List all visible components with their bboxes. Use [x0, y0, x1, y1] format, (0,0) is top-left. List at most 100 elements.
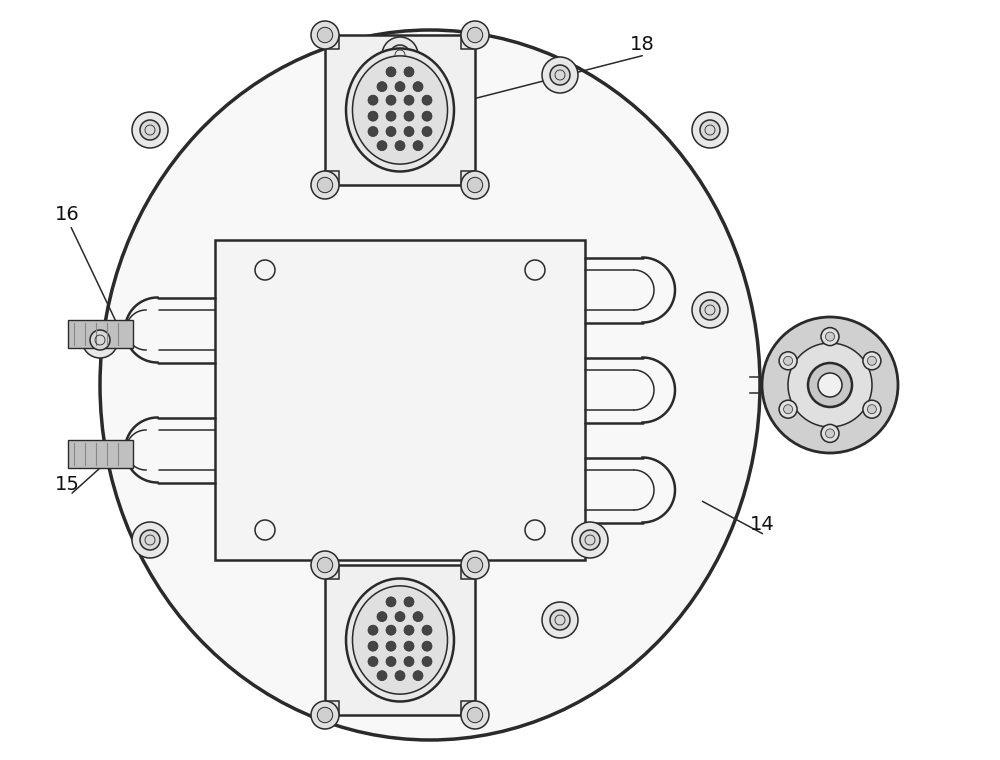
- Text: 15: 15: [55, 475, 80, 494]
- Circle shape: [788, 343, 872, 427]
- Circle shape: [317, 27, 333, 43]
- Text: 16: 16: [55, 205, 80, 224]
- Circle shape: [762, 317, 898, 453]
- Circle shape: [700, 120, 720, 140]
- Circle shape: [818, 373, 842, 397]
- Circle shape: [317, 177, 333, 193]
- Circle shape: [311, 21, 339, 49]
- Ellipse shape: [100, 30, 760, 740]
- Circle shape: [368, 95, 378, 105]
- Circle shape: [867, 356, 876, 366]
- Circle shape: [386, 126, 396, 137]
- Circle shape: [377, 670, 387, 681]
- Circle shape: [779, 352, 797, 370]
- Circle shape: [368, 625, 378, 635]
- Circle shape: [395, 670, 405, 681]
- Circle shape: [413, 81, 423, 92]
- Circle shape: [311, 551, 339, 579]
- Bar: [325, 35, 475, 185]
- Circle shape: [386, 657, 396, 667]
- Circle shape: [368, 641, 378, 651]
- Bar: [461, 701, 475, 715]
- Circle shape: [461, 551, 489, 579]
- Circle shape: [311, 171, 339, 199]
- Bar: [325, 701, 339, 715]
- Circle shape: [422, 111, 432, 121]
- Circle shape: [132, 522, 168, 558]
- Circle shape: [779, 401, 797, 418]
- Circle shape: [404, 67, 414, 77]
- Bar: [461, 171, 475, 185]
- Circle shape: [808, 363, 852, 407]
- Circle shape: [467, 177, 483, 193]
- Circle shape: [132, 112, 168, 148]
- Circle shape: [82, 322, 118, 358]
- Circle shape: [692, 292, 728, 328]
- Circle shape: [377, 81, 387, 92]
- Circle shape: [395, 81, 405, 92]
- Bar: [325, 565, 475, 715]
- Circle shape: [550, 610, 570, 630]
- Circle shape: [413, 670, 423, 681]
- Circle shape: [368, 657, 378, 667]
- Ellipse shape: [346, 49, 454, 172]
- Circle shape: [386, 111, 396, 121]
- Circle shape: [377, 612, 387, 622]
- Circle shape: [692, 112, 728, 148]
- Circle shape: [404, 95, 414, 105]
- Circle shape: [390, 45, 410, 65]
- Bar: [325, 171, 339, 185]
- Circle shape: [386, 625, 396, 635]
- Circle shape: [821, 328, 839, 346]
- Circle shape: [422, 657, 432, 667]
- Circle shape: [863, 352, 881, 370]
- Circle shape: [422, 625, 432, 635]
- Circle shape: [821, 424, 839, 442]
- Circle shape: [784, 405, 793, 413]
- Circle shape: [404, 126, 414, 137]
- Circle shape: [390, 610, 410, 630]
- Bar: [68, 440, 133, 468]
- Bar: [461, 565, 475, 579]
- Circle shape: [404, 641, 414, 651]
- Circle shape: [140, 120, 160, 140]
- Circle shape: [422, 126, 432, 137]
- Circle shape: [550, 65, 570, 85]
- Circle shape: [386, 67, 396, 77]
- Circle shape: [395, 141, 405, 150]
- Circle shape: [461, 171, 489, 199]
- Text: 18: 18: [630, 35, 655, 54]
- Circle shape: [377, 141, 387, 150]
- Ellipse shape: [352, 56, 448, 164]
- Ellipse shape: [352, 586, 448, 694]
- Circle shape: [404, 111, 414, 121]
- Circle shape: [467, 27, 483, 43]
- Circle shape: [404, 597, 414, 607]
- Circle shape: [422, 641, 432, 651]
- Circle shape: [461, 701, 489, 729]
- Circle shape: [580, 530, 600, 550]
- Circle shape: [542, 602, 578, 638]
- Bar: [325, 565, 339, 579]
- Circle shape: [368, 126, 378, 137]
- Circle shape: [311, 701, 339, 729]
- Ellipse shape: [346, 578, 454, 701]
- Circle shape: [317, 557, 333, 573]
- Circle shape: [404, 657, 414, 667]
- Circle shape: [863, 401, 881, 418]
- Bar: [215, 240, 585, 560]
- Circle shape: [386, 597, 396, 607]
- Circle shape: [386, 641, 396, 651]
- Circle shape: [467, 557, 483, 573]
- Circle shape: [395, 612, 405, 622]
- Circle shape: [382, 602, 418, 638]
- Circle shape: [826, 332, 834, 341]
- Circle shape: [700, 300, 720, 320]
- Bar: [461, 35, 475, 49]
- Circle shape: [317, 708, 333, 723]
- Circle shape: [867, 404, 876, 413]
- Circle shape: [542, 57, 578, 93]
- Circle shape: [467, 708, 483, 723]
- Circle shape: [382, 37, 418, 73]
- Circle shape: [90, 330, 110, 350]
